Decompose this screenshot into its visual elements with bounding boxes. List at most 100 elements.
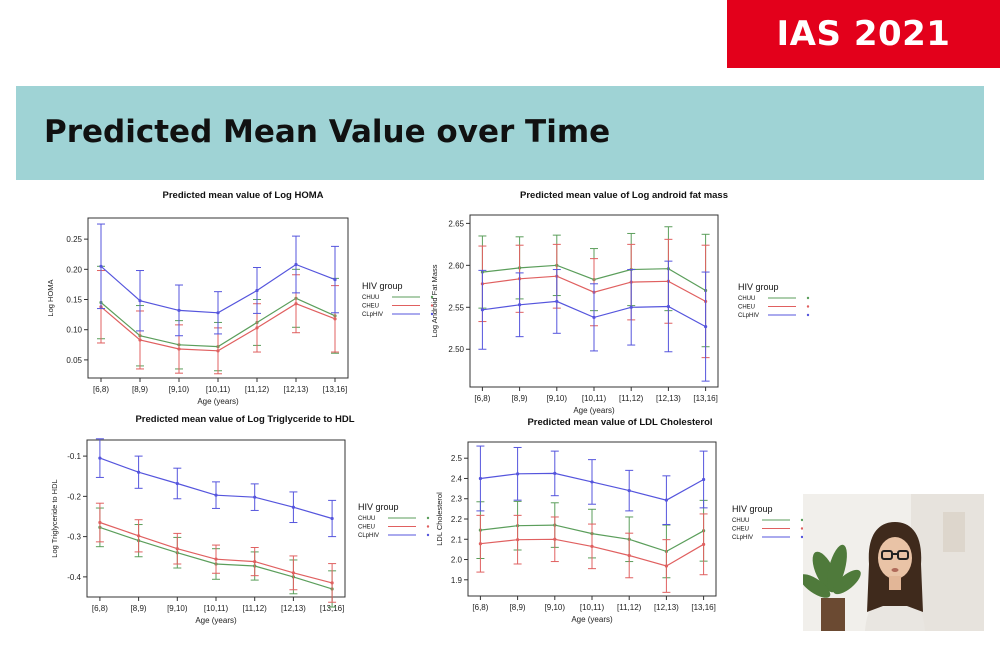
legend-entry: CHEU bbox=[358, 525, 375, 531]
x-tick-label: [9,10) bbox=[547, 394, 568, 403]
y-axis-label: Log HOMA bbox=[46, 279, 55, 316]
data-point bbox=[629, 305, 633, 309]
y-tick-label: 2.2 bbox=[451, 515, 463, 524]
title-banner: Predicted Mean Value over Time bbox=[16, 86, 984, 180]
legend-title: HIV group bbox=[732, 504, 773, 514]
y-tick-label: 2.65 bbox=[448, 219, 464, 228]
legend-marker bbox=[426, 516, 430, 520]
y-tick-label: 2.3 bbox=[451, 495, 463, 504]
legend-title: HIV group bbox=[738, 282, 779, 292]
data-point bbox=[98, 520, 102, 525]
series-cheu bbox=[95, 502, 337, 603]
data-point bbox=[516, 538, 520, 542]
x-tick-label: [8,9) bbox=[132, 385, 148, 394]
legend-marker bbox=[800, 518, 804, 522]
data-point bbox=[291, 505, 295, 509]
x-tick-label: [9,10) bbox=[167, 604, 188, 613]
presenter-image bbox=[803, 494, 984, 631]
legend-entry: CHUU bbox=[362, 295, 379, 301]
x-tick-label: [10,11) bbox=[580, 603, 605, 612]
badge-text: IAS 2021 bbox=[776, 14, 951, 54]
y-axis-label: LDL Cholesterol bbox=[435, 492, 444, 546]
x-tick-label: [12,13) bbox=[284, 385, 309, 394]
legend-entry: CHUU bbox=[732, 518, 749, 524]
legend-entry: CHEU bbox=[738, 305, 755, 311]
y-tick-label: 2.0 bbox=[451, 556, 463, 565]
x-tick-label: [12,13) bbox=[656, 394, 681, 403]
x-tick-label: [6,8) bbox=[474, 394, 490, 403]
x-tick-label: [11,12) bbox=[617, 603, 642, 612]
x-tick-label: [13,16] bbox=[693, 394, 717, 403]
chart-title: Predicted mean value of LDL Cholesterol bbox=[527, 417, 712, 428]
data-point bbox=[666, 304, 671, 309]
slide-title: Predicted Mean Value over Time bbox=[44, 114, 611, 150]
x-tick-label: [10,11) bbox=[206, 385, 231, 394]
legend-marker bbox=[426, 533, 430, 537]
data-point bbox=[590, 480, 594, 484]
data-point bbox=[214, 557, 218, 561]
chart-title: Predicted mean value of Log android fat … bbox=[520, 190, 728, 201]
series-cheu bbox=[476, 513, 708, 593]
series-clphiv bbox=[95, 438, 337, 538]
presenter-video bbox=[803, 494, 984, 631]
x-tick-label: [6,8) bbox=[93, 385, 109, 394]
y-tick-label: 2.1 bbox=[451, 535, 463, 544]
data-point bbox=[214, 493, 218, 497]
y-tick-label: -0.2 bbox=[67, 492, 81, 501]
x-tick-label: [11,12) bbox=[619, 394, 644, 403]
data-point bbox=[553, 537, 557, 541]
y-axis-label: Log Android Fat Mass bbox=[430, 264, 439, 337]
data-point bbox=[177, 347, 181, 351]
x-tick-label: [12,13) bbox=[281, 604, 306, 613]
data-point bbox=[216, 311, 220, 315]
data-point bbox=[480, 308, 484, 312]
series-clphiv bbox=[97, 223, 339, 337]
data-point bbox=[137, 470, 141, 474]
x-tick-label: [11,12) bbox=[243, 604, 268, 613]
y-tick-label: -0.4 bbox=[67, 573, 81, 582]
data-point bbox=[516, 472, 520, 476]
legend-marker bbox=[430, 304, 434, 307]
data-point bbox=[704, 324, 708, 329]
data-point bbox=[478, 476, 482, 481]
data-point bbox=[592, 315, 596, 319]
data-point bbox=[216, 349, 220, 353]
data-point bbox=[702, 542, 706, 546]
y-tick-label: 2.55 bbox=[448, 303, 464, 312]
data-point bbox=[291, 571, 295, 575]
y-tick-label: 0.15 bbox=[66, 296, 82, 305]
x-tick-label: [13,16] bbox=[323, 385, 347, 394]
legend-entry: CHUU bbox=[738, 296, 755, 302]
data-point bbox=[138, 338, 142, 342]
x-tick-label: [9,10) bbox=[169, 385, 190, 394]
data-point bbox=[294, 262, 298, 267]
data-point bbox=[294, 302, 298, 306]
y-tick-label: 1.9 bbox=[451, 576, 463, 585]
data-point bbox=[590, 544, 594, 548]
legend-marker bbox=[430, 312, 434, 316]
y-tick-label: -0.1 bbox=[67, 452, 81, 461]
legend-marker bbox=[800, 535, 804, 539]
data-point bbox=[253, 559, 257, 564]
legend-entry: CLpHIV bbox=[732, 535, 753, 541]
x-axis-label: Age (years) bbox=[195, 616, 237, 625]
data-point bbox=[175, 547, 179, 551]
legend-entry: CLpHIV bbox=[738, 313, 759, 319]
y-tick-label: -0.3 bbox=[67, 533, 81, 542]
chart-title: Predicted mean value of Log HOMA bbox=[163, 190, 324, 201]
data-point bbox=[478, 542, 482, 546]
legend-entry: CHUU bbox=[358, 516, 375, 522]
x-axis-label: Age (years) bbox=[197, 397, 239, 406]
y-tick-label: 0.10 bbox=[66, 326, 82, 335]
legend-title: HIV group bbox=[362, 281, 403, 291]
legend-marker bbox=[430, 295, 434, 299]
legend-marker bbox=[806, 313, 810, 317]
legend-marker bbox=[806, 305, 810, 308]
data-point bbox=[255, 326, 259, 330]
x-axis-label: Age (years) bbox=[573, 406, 615, 415]
data-point bbox=[99, 264, 103, 268]
